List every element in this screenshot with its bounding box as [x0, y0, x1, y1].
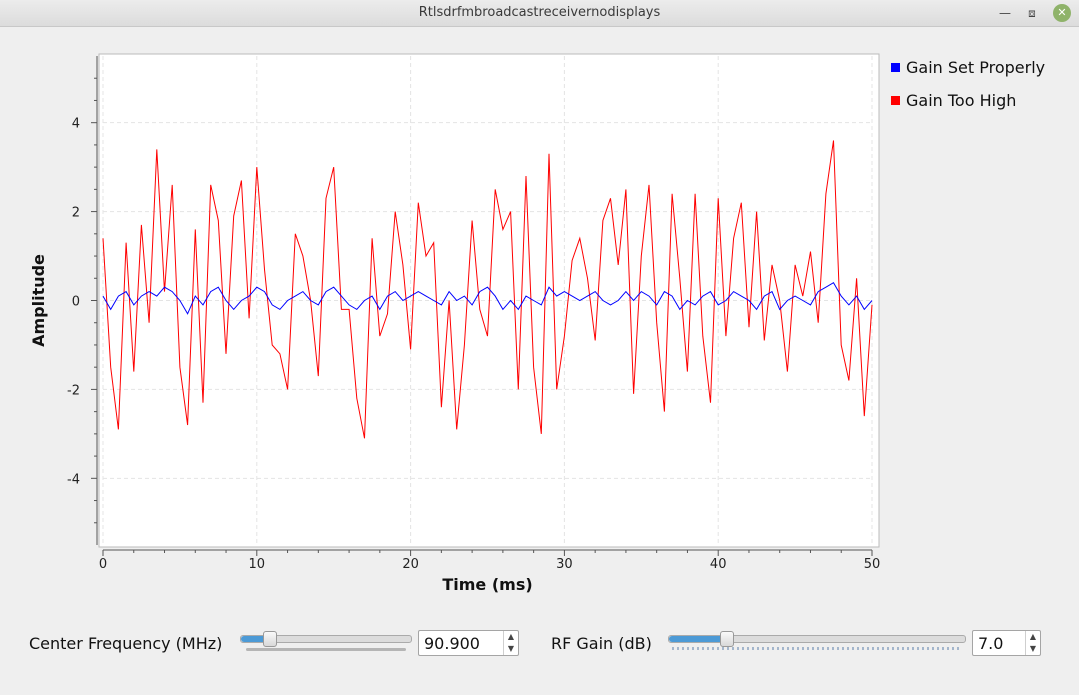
slider-fill [669, 636, 726, 642]
y-tick-label: -2 [67, 383, 80, 398]
legend-item-gain-too-high[interactable]: Gain Too High [891, 91, 1016, 110]
minimize-icon[interactable]: — [999, 6, 1011, 20]
center-frequency-slider[interactable] [240, 631, 412, 647]
legend-label: Gain Too High [906, 91, 1017, 110]
legend-label: Gain Set Properly [906, 58, 1046, 77]
slider-handle[interactable] [262, 631, 277, 647]
window-titlebar[interactable]: Rtlsdrfmbroadcastreceivernodisplays — ⧈ … [0, 0, 1079, 27]
slider-ticks [672, 647, 959, 650]
legend-item-gain-set-properly[interactable]: Gain Set Properly [891, 58, 1045, 77]
restore-icon[interactable]: ⧈ [1028, 6, 1036, 20]
x-tick-label: 0 [99, 557, 107, 572]
spin-arrows[interactable]: ▲ ▼ [503, 631, 518, 655]
x-axis-label: Time (ms) [442, 575, 532, 594]
series-line-gain-too-high [102, 140, 873, 439]
arrow-down-icon[interactable]: ▼ [507, 644, 515, 653]
window-title: Rtlsdrfmbroadcastreceivernodisplays [418, 5, 661, 20]
x-tick-label: 30 [556, 557, 573, 572]
slider-fill [241, 636, 269, 642]
legend-swatch [891, 96, 900, 105]
center-frequency-label: Center Frequency (MHz) [29, 634, 223, 653]
x-tick-label: 20 [402, 557, 419, 572]
slider-handle[interactable] [719, 631, 734, 647]
y-tick-label: 0 [72, 295, 80, 310]
rf-gain-spinbox[interactable]: ▲ ▼ [972, 630, 1041, 656]
arrow-up-icon[interactable]: ▲ [1029, 632, 1037, 641]
y-tick-label: 2 [72, 206, 80, 221]
rf-gain-input[interactable] [973, 631, 1029, 655]
x-tick-label: 50 [864, 557, 881, 572]
arrow-down-icon[interactable]: ▼ [1029, 644, 1037, 653]
slider-track-shadow [246, 648, 406, 651]
legend-swatch [891, 63, 900, 72]
rf-gain-label: RF Gain (dB) [551, 634, 652, 653]
x-tick-label: 40 [710, 557, 727, 572]
y-tick-label: -4 [67, 472, 80, 487]
y-tick-label: 4 [72, 117, 80, 132]
center-frequency-input[interactable] [419, 631, 507, 655]
spin-arrows[interactable]: ▲ ▼ [1025, 631, 1040, 655]
close-icon[interactable]: ✕ [1053, 4, 1071, 22]
center-frequency-spinbox[interactable]: ▲ ▼ [418, 630, 519, 656]
y-axis-label: Amplitude [29, 254, 48, 347]
series-line-gain-set-properly [102, 282, 873, 315]
arrow-up-icon[interactable]: ▲ [507, 632, 515, 641]
x-tick-label: 10 [249, 557, 266, 572]
rf-gain-slider[interactable] [668, 631, 966, 647]
